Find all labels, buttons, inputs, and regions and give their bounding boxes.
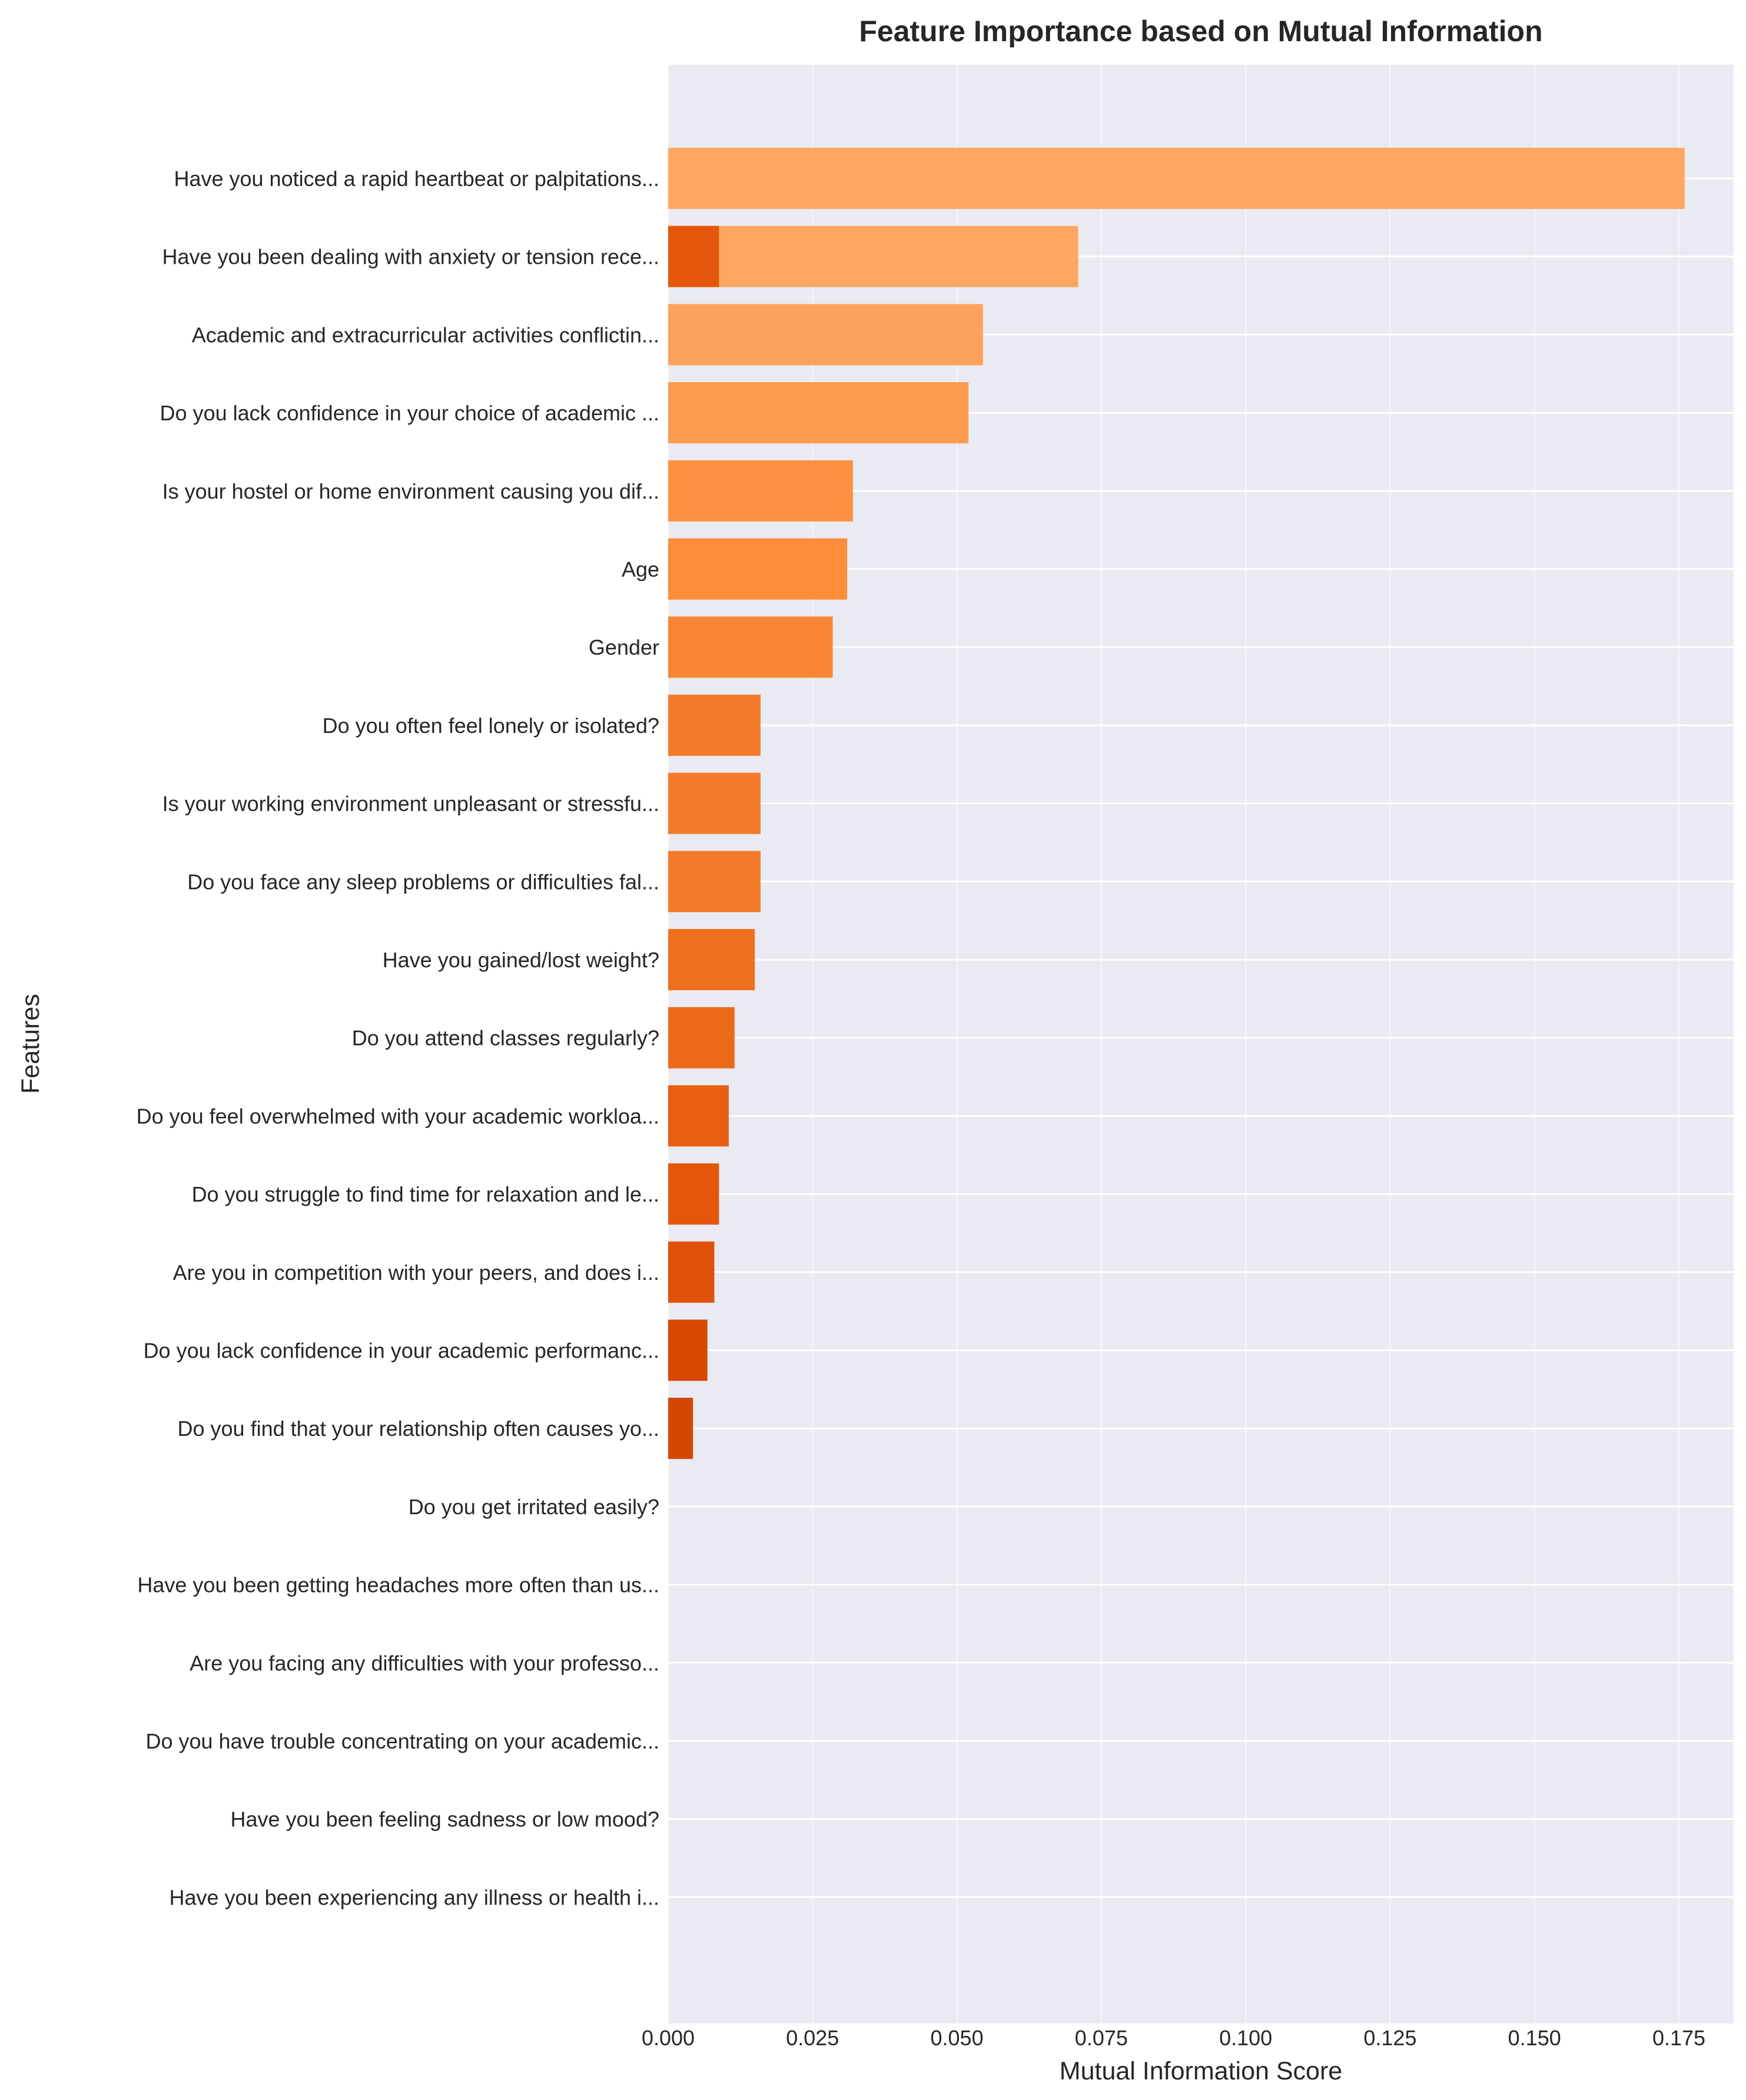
y-tick-label: Age xyxy=(622,558,659,582)
y-tick-label: Do you attend classes regularly? xyxy=(352,1026,659,1050)
y-tick-label: Gender xyxy=(589,635,659,659)
x-tick-label: 0.000 xyxy=(642,2026,695,2050)
x-tick-label: 0.175 xyxy=(1652,2026,1705,2050)
x-tick-label: 0.100 xyxy=(1219,2026,1272,2050)
y-tick-label: Have you gained/lost weight? xyxy=(383,948,659,972)
y-tick-label: Have you been feeling sadness or low moo… xyxy=(231,1807,659,1832)
y-tick-label: Do you lack confidence in your academic … xyxy=(144,1339,659,1363)
y-tick-label: Academic and extracurricular activities … xyxy=(192,323,659,347)
y-axis-label: Features xyxy=(16,994,45,1094)
bar xyxy=(668,1163,719,1225)
x-tick-label: 0.125 xyxy=(1363,2026,1416,2050)
y-tick-label: Are you in competition with your peers, … xyxy=(173,1260,659,1285)
y-tick-label: Do you feel overwhelmed with your academ… xyxy=(137,1104,659,1128)
x-axis-label: Mutual Information Score xyxy=(1060,2057,1342,2085)
bar xyxy=(668,460,853,522)
x-tick-label: 0.075 xyxy=(1075,2026,1128,2050)
y-tick-label: Have you been experiencing any illness o… xyxy=(170,1885,660,1909)
bar xyxy=(668,772,761,834)
bar xyxy=(668,1085,729,1147)
chart-title: Feature Importance based on Mutual Infor… xyxy=(859,15,1542,48)
bar xyxy=(668,382,969,444)
bar xyxy=(668,1241,715,1303)
bar xyxy=(668,1398,693,1459)
bar xyxy=(668,851,761,913)
bar-overlay-segment xyxy=(668,225,719,287)
y-tick-label: Do you have trouble concentrating on you… xyxy=(145,1729,659,1753)
y-tick-label: Do you find that your relationship often… xyxy=(178,1416,659,1441)
bar xyxy=(668,225,1078,287)
bar xyxy=(668,538,848,600)
y-tick-label: Do you struggle to find time for relaxat… xyxy=(192,1182,659,1206)
x-tick-label: 0.025 xyxy=(786,2026,839,2050)
y-tick-label: Do you often feel lonely or isolated? xyxy=(323,714,659,738)
y-tick-label: Is your hostel or home environment causi… xyxy=(162,479,659,503)
x-tick-label: 0.150 xyxy=(1508,2026,1561,2050)
y-tick-label: Are you facing any difficulties with you… xyxy=(190,1651,659,1675)
bar xyxy=(668,1319,708,1381)
bar xyxy=(668,1007,735,1069)
y-tick-label: Do you lack confidence in your choice of… xyxy=(160,401,659,425)
bar xyxy=(668,616,833,678)
bar xyxy=(668,929,755,990)
bar xyxy=(668,148,1685,209)
y-tick-label: Is your working environment unpleasant o… xyxy=(162,792,659,816)
y-tick-label: Have you noticed a rapid heartbeat or pa… xyxy=(174,167,659,191)
y-tick-labels: Have you noticed a rapid heartbeat or pa… xyxy=(137,167,659,1909)
x-tick-labels: 0.000 0.025 0.050 0.075 0.100 0.125 0.150 0.175 xyxy=(642,2026,1705,2050)
bar xyxy=(668,694,761,756)
x-tick-label: 0.050 xyxy=(931,2026,984,2050)
y-tick-label: Have you been getting headaches more oft… xyxy=(137,1573,659,1597)
bar-series xyxy=(668,148,1685,1459)
y-tick-label: Do you face any sleep problems or diffic… xyxy=(187,870,659,894)
bar xyxy=(668,304,983,366)
y-tick-label: Have you been dealing with anxiety or te… xyxy=(162,245,659,269)
y-tick-label: Do you get irritated easily? xyxy=(409,1495,659,1519)
